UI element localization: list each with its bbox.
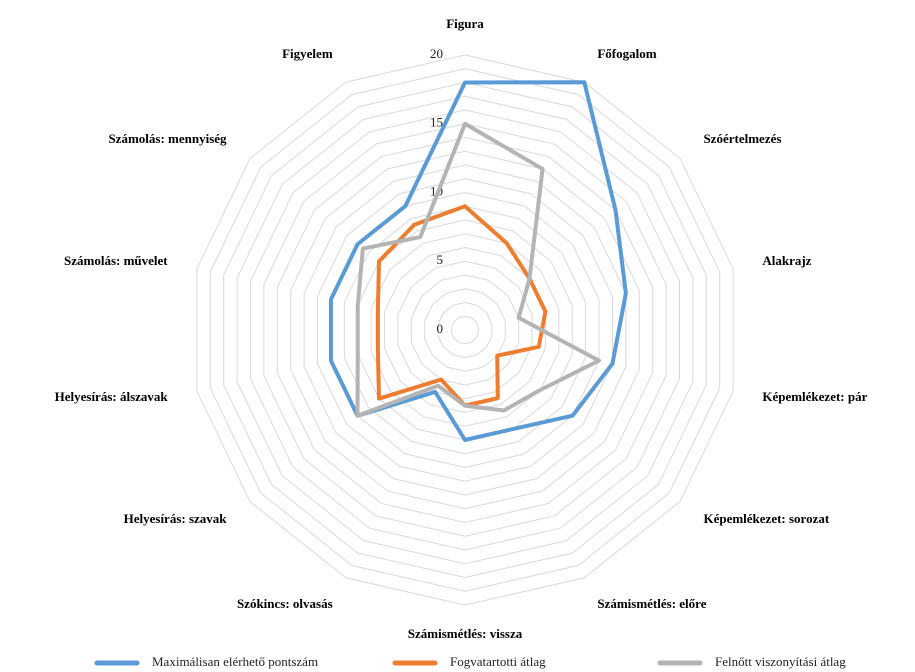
grid-ring [290, 150, 640, 510]
r-tick-label: 15 [430, 115, 443, 130]
legend-label: Maximálisan elérhető pontszám [152, 654, 318, 669]
series-line [355, 121, 602, 418]
grid-ring [196, 54, 734, 606]
series-line [328, 80, 628, 442]
grid-ring [397, 260, 533, 400]
r-tick-label: 5 [437, 252, 444, 267]
r-tick-label: 0 [437, 321, 444, 336]
grid-ring [263, 123, 667, 537]
legend-label: Fogvatartotti átlag [450, 654, 546, 669]
grid-ring [276, 136, 654, 524]
grid-ring [437, 301, 493, 359]
category-label: Képemlékezet: pár [762, 389, 867, 404]
category-label: Számolás: művelet [64, 253, 168, 268]
category-label: Figyelem [282, 46, 333, 61]
grid-ring [209, 68, 721, 592]
grid-ring [424, 288, 506, 372]
category-label: Képemlékezet: sorozat [703, 511, 829, 526]
category-label: Számismétlés: előre [597, 596, 706, 611]
category-label: Szóértelmezés [703, 131, 781, 146]
grid-ring [223, 81, 707, 579]
category-label: Helyesírás: álszavak [55, 389, 169, 404]
grid-ring [370, 233, 560, 427]
grid-ring [303, 164, 627, 496]
grid-ring [250, 109, 680, 551]
category-label: Helyesírás: szavak [124, 511, 228, 526]
grid-ring [236, 95, 694, 565]
grid-ring [410, 274, 520, 386]
category-label: Számismétlés: vissza [408, 626, 523, 641]
grid-ring [451, 315, 479, 345]
category-label: Figura [446, 16, 484, 31]
r-tick-label: 20 [430, 46, 443, 61]
category-label: Alakrajz [762, 253, 811, 268]
legend-label: Felnőtt viszonyítási átlag [715, 654, 846, 669]
category-label: Szókincs: olvasás [237, 596, 333, 611]
category-label: Számolás: mennyiség [108, 131, 227, 146]
grid-ring [317, 178, 613, 482]
category-label: Főfogalom [597, 46, 656, 61]
